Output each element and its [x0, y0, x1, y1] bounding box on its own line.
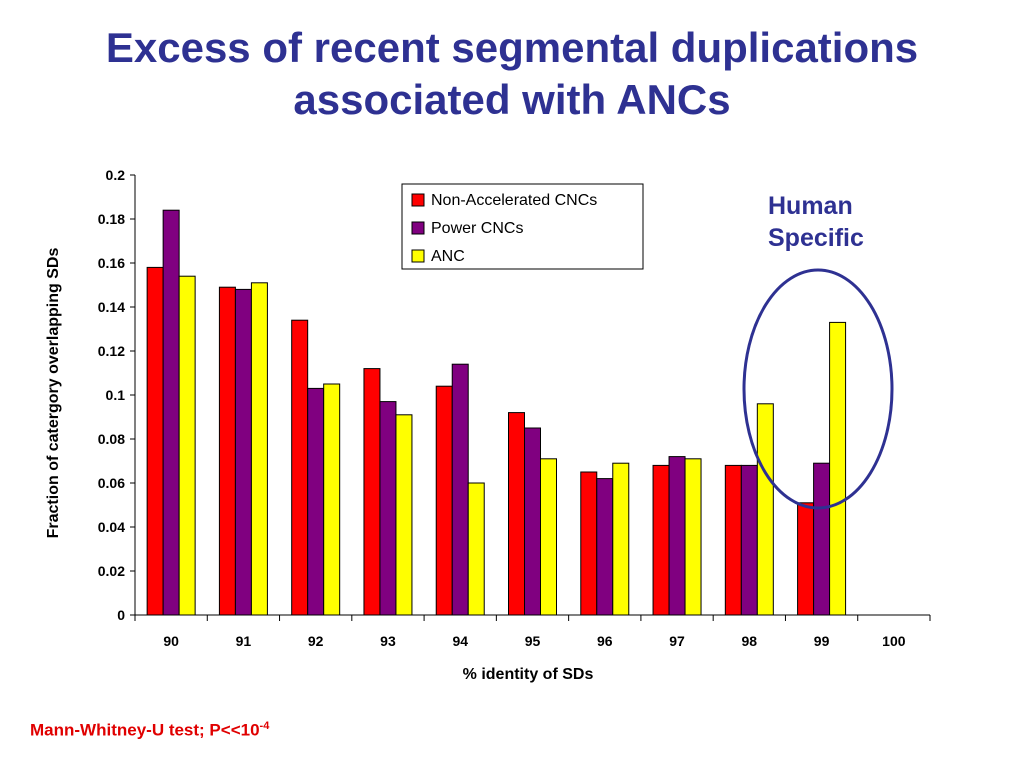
x-tick-label: 97 — [669, 633, 685, 649]
legend: Non-Accelerated CNCs Power CNCs ANC — [401, 183, 644, 270]
bar-anc-97 — [684, 458, 702, 616]
y-tick-label: 0.2 — [106, 167, 126, 183]
y-tick-label: 0.02 — [98, 563, 125, 579]
bar-power-cncs-96 — [596, 478, 614, 616]
bar-non-accelerated-cncs-96 — [580, 471, 598, 616]
y-tick-label: 0.14 — [98, 299, 125, 315]
y-tick-label: 0.12 — [98, 343, 125, 359]
bar-power-cncs-90 — [162, 209, 180, 616]
bar-anc-99 — [829, 321, 847, 616]
y-axis-label: Fraction of catergory overlapping SDs — [45, 248, 62, 539]
bar-non-accelerated-cncs-92 — [291, 319, 309, 616]
bar-anc-95 — [540, 458, 557, 616]
x-tick-label: 100 — [882, 633, 906, 649]
bars — [146, 209, 847, 616]
x-tick-label: 94 — [452, 633, 468, 649]
slide-title-line-1: Excess of recent segmental duplications — [105, 24, 919, 71]
footnote: Mann-Whitney-U test; P<<10-4 — [30, 720, 269, 741]
bar-non-accelerated-cncs-94 — [435, 385, 453, 616]
human-specific-annotation: Human Specific — [768, 190, 864, 254]
human-specific-ellipse — [742, 268, 894, 510]
y-tick-label: 0 — [117, 607, 125, 623]
bar-power-cncs-91 — [234, 288, 252, 616]
x-tick-label: 93 — [380, 633, 396, 649]
bar-power-cncs-97 — [668, 456, 686, 616]
y-tick-label: 0.18 — [98, 211, 125, 227]
x-tick-label: 98 — [742, 633, 758, 649]
legend-swatch — [411, 221, 425, 235]
bar-non-accelerated-cncs-98 — [724, 464, 742, 616]
slide-title: Excess of recent segmental duplications … — [0, 22, 1024, 126]
x-tick-label: 91 — [236, 633, 252, 649]
legend-box — [401, 183, 644, 270]
bar-power-cncs-92 — [307, 387, 325, 616]
bar-power-cncs-94 — [451, 363, 469, 616]
bar-anc-96 — [612, 462, 630, 616]
y-tick-label: 0.04 — [98, 519, 125, 535]
bar-anc-98 — [756, 403, 774, 616]
bar-non-accelerated-cncs-93 — [363, 368, 381, 616]
legend-swatch — [411, 249, 425, 263]
bar-non-accelerated-cncs-90 — [146, 266, 164, 616]
bar-anc-90 — [178, 275, 196, 616]
x-axis-label: % identity of SDs — [463, 666, 594, 683]
legend-swatch — [411, 193, 425, 207]
annotation-line-2: Specific — [768, 224, 864, 252]
bar-anc-94 — [467, 482, 485, 616]
bar-power-cncs-99 — [813, 462, 831, 616]
x-tick-label: 99 — [814, 633, 830, 649]
bar-non-accelerated-cncs-99 — [797, 502, 815, 616]
y-tick-label: 0.16 — [98, 255, 125, 271]
legend-label: ANC — [431, 248, 465, 265]
y-tick-label: 0.1 — [106, 387, 126, 403]
slide-title-line-2: associated with ANCs — [293, 76, 731, 123]
y-tick-label: 0.08 — [98, 431, 125, 447]
x-tick-label: 96 — [597, 633, 613, 649]
y-axis: 0 0.02 0.04 0.06 0.08 0.1 0.12 0.14 0.16 0.18 0.2 — [98, 167, 135, 623]
y-tick-label: 0.06 — [98, 475, 125, 491]
bar-power-cncs-98 — [740, 464, 758, 616]
bar-non-accelerated-cncs-95 — [508, 412, 525, 616]
bar-anc-91 — [250, 282, 268, 616]
x-tick-label: 95 — [525, 633, 541, 649]
bar-non-accelerated-cncs-97 — [652, 464, 670, 616]
annotation-line-1: Human — [768, 192, 853, 220]
bar-anc-92 — [323, 383, 341, 616]
bar-non-accelerated-cncs-91 — [218, 286, 236, 616]
x-tick-label: 90 — [163, 633, 179, 649]
legend-label: Non-Accelerated CNCs — [431, 192, 597, 209]
bar-power-cncs-93 — [379, 401, 397, 616]
bar-power-cncs-95 — [524, 427, 541, 616]
bar-anc-93 — [395, 414, 413, 616]
legend-label: Power CNCs — [431, 220, 523, 237]
x-axis: 90 91 92 93 94 95 96 97 98 99 100 — [134, 615, 931, 649]
footnote-exponent: -4 — [259, 720, 270, 732]
x-tick-label: 92 — [308, 633, 324, 649]
footnote-text: Mann-Whitney-U test; P<<10 — [30, 720, 260, 740]
